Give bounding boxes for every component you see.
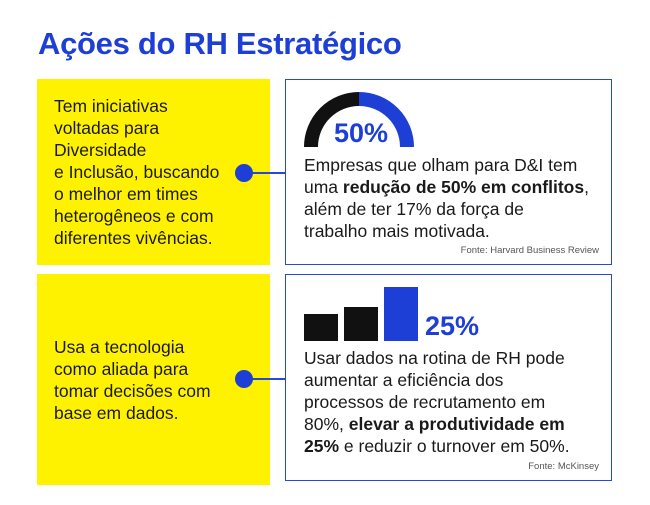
text-line: 80%, elevar a produtividade em bbox=[304, 413, 570, 435]
text-line: voltadas para Diversidade bbox=[54, 118, 160, 160]
text-segment: e reduzir o turnover em 50%. bbox=[339, 436, 570, 456]
text-line: Usar dados na rotina de RH pode bbox=[304, 348, 565, 368]
stat-description: Empresas que olham para D&I tem uma redu… bbox=[304, 154, 589, 242]
connector-line bbox=[244, 378, 286, 380]
diversity-initiative-text: Tem iniciativas voltadas para Diversidad… bbox=[54, 95, 254, 249]
page-title: Ações do RH Estratégico bbox=[38, 26, 402, 61]
half-gauge-icon bbox=[304, 92, 414, 148]
connector-line bbox=[244, 172, 286, 174]
connector-dot bbox=[235, 370, 253, 388]
source-label: Fonte: McKinsey bbox=[528, 461, 599, 472]
connector-dot bbox=[235, 164, 253, 182]
text-line: além de ter 17% da força de bbox=[304, 199, 524, 219]
text-segment: , bbox=[584, 177, 589, 197]
text-line: aumentar a eficiência dos bbox=[304, 370, 504, 390]
text-line: Usa a tecnologia bbox=[54, 336, 185, 357]
text-line: Empresas que olham para D&I tem bbox=[304, 155, 578, 175]
text-line: trabalho mais motivada. bbox=[304, 221, 490, 241]
technology-initiative-panel: Usa a tecnologia como aliada para tomar … bbox=[37, 274, 270, 485]
text-line: 25% e reduzir o turnover em 50%. bbox=[304, 435, 570, 457]
text-line: o melhor em times bbox=[54, 184, 198, 204]
highlight-text: redução de 50% em conflitos bbox=[342, 177, 585, 197]
text-line: heterogêneos e com bbox=[54, 206, 214, 226]
text-line: e Inclusão, buscando bbox=[54, 162, 220, 182]
bar-large bbox=[384, 287, 418, 341]
stat-percentage: 25% bbox=[425, 311, 480, 341]
diversity-initiative-panel: Tem iniciativas voltadas para Diversidad… bbox=[37, 79, 270, 265]
bar-small bbox=[304, 314, 338, 341]
technology-initiative-text: Usa a tecnologia como aliada para tomar … bbox=[54, 336, 211, 424]
text-line: como aliada para bbox=[54, 358, 189, 379]
text-line: processos de recrutamento em bbox=[304, 392, 546, 412]
text-line: Tem iniciativas bbox=[54, 96, 168, 116]
technology-stat-card: 25% Usar dados na rotina de RH pode aume… bbox=[285, 274, 612, 481]
source-label: Fonte: Harvard Business Review bbox=[460, 245, 599, 256]
text-segment: 80%, bbox=[304, 414, 349, 434]
bar-medium bbox=[344, 307, 378, 341]
diversity-stat-card: 50% Empresas que olham para D&I tem uma … bbox=[285, 79, 612, 265]
bar-growth-icon bbox=[304, 287, 418, 341]
text-line: uma redução de 50% em conflitos, bbox=[304, 176, 589, 198]
text-line: tomar decisões com bbox=[54, 380, 211, 401]
text-line: diferentes vivências. bbox=[54, 228, 213, 248]
highlight-text: 25% bbox=[304, 436, 340, 456]
text-line: base em dados. bbox=[54, 402, 179, 423]
highlight-text: elevar a produtividade em bbox=[348, 414, 565, 434]
stat-percentage: 50% bbox=[334, 118, 389, 148]
text-segment: uma bbox=[304, 177, 343, 197]
stat-description: Usar dados na rotina de RH pode aumentar… bbox=[304, 347, 570, 457]
